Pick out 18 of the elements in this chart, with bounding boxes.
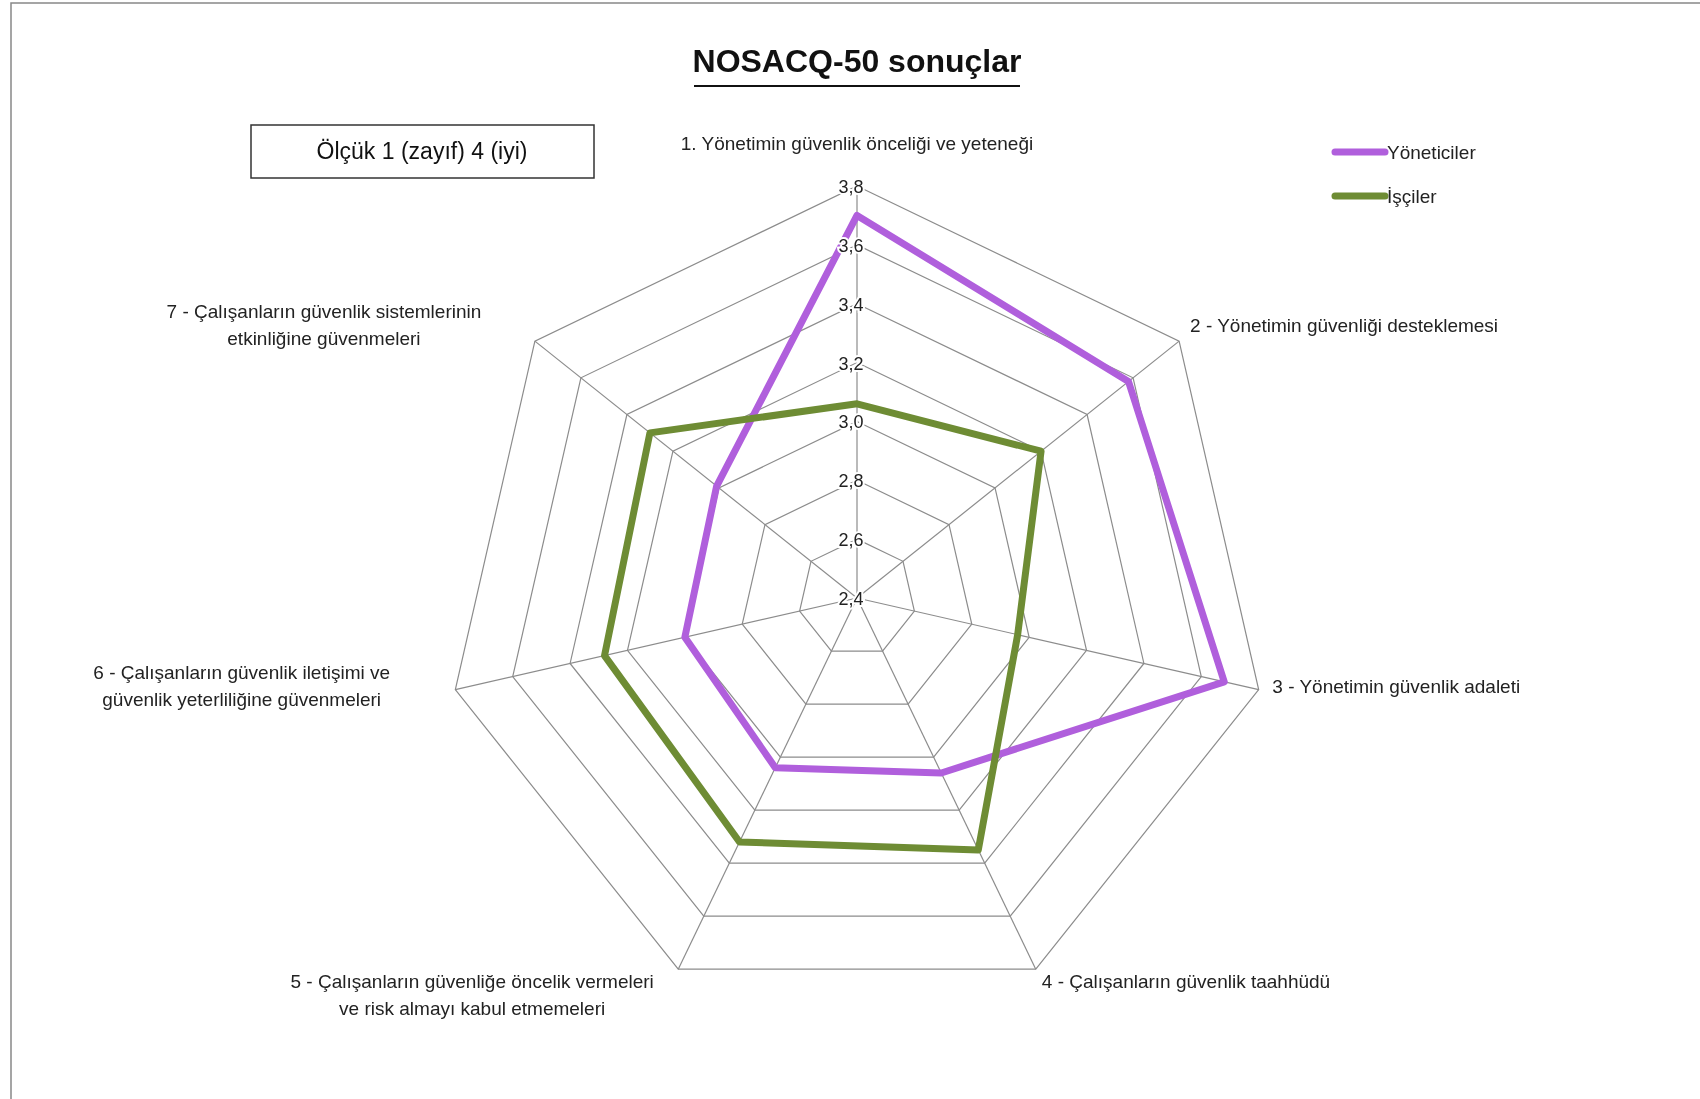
legend-label: İşçiler	[1387, 186, 1438, 207]
y-tick-label: 3,0	[838, 412, 864, 433]
chart-title: NOSACQ-50 sonuçlar	[692, 43, 1022, 79]
y-tick-label: 2,8	[838, 471, 864, 492]
spoke-label: 3 - Yönetimin güvenlik adaleti	[1272, 675, 1521, 697]
spoke-label: 1. Yönetimin güvenlik önceliği ve yeteneği	[680, 133, 1034, 154]
y-tick-label: 3,8	[838, 177, 864, 197]
spoke-label: 7 - Çalışanların güvenlik sistemlerinin etkinliğine güvenmeleri	[166, 301, 482, 350]
text: Ölçük 1 (zayıf) 4 (iyi)	[316, 138, 528, 164]
legend-label: Yöneticiler	[1387, 142, 1477, 163]
y-tick-label: 2,6	[838, 530, 864, 551]
y-tick-label: 3,4	[838, 294, 864, 315]
spoke-label: 5 - Çalışanların güvenliğe öncelik vermeleri ve risk almayı kabul etmemeleri	[290, 970, 654, 1019]
y-tick-label: 2,4	[838, 589, 864, 609]
spoke-label: 2 - Yönetimin güvenliği desteklemesi	[1190, 315, 1499, 337]
spoke-label: 6 - Çalışanların güvenlik iletişimi ve güvenlik yeterliliğine güvenmeleri	[93, 661, 391, 710]
spoke-label: 4 - Çalışanların güvenlik taahhüdü	[1041, 970, 1331, 992]
y-tick-label: 3,2	[838, 353, 864, 374]
